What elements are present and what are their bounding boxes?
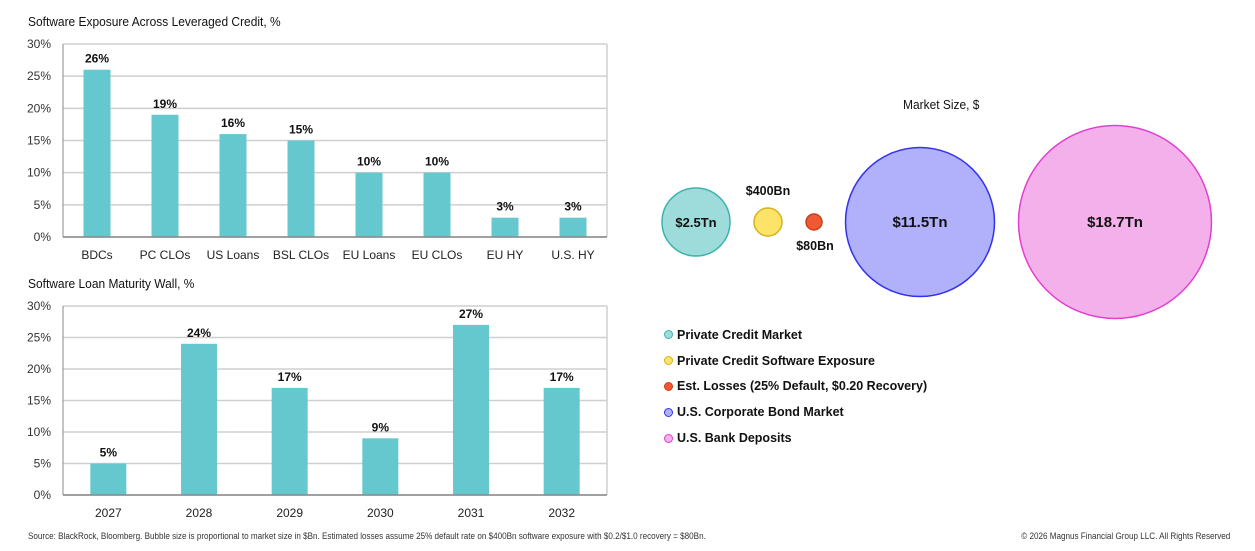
data-label: 5%: [100, 446, 118, 460]
data-label: 17%: [550, 370, 574, 384]
data-label: 27%: [459, 307, 483, 321]
bubble-5: [1017, 124, 1213, 320]
source-note: Source: BlackRock, Bloomberg. Bubble siz…: [28, 531, 706, 541]
x-tick-label: EU CLOs: [412, 248, 463, 262]
x-tick-label: 2029: [276, 506, 303, 520]
legend-swatch: [664, 381, 673, 391]
bar-2028: [181, 343, 217, 495]
x-tick-label: BDCs: [81, 248, 112, 262]
x-tick-label: 2027: [95, 506, 122, 520]
legend-label: Private Credit Market: [677, 327, 803, 342]
y-tick-label: 5%: [34, 198, 52, 212]
y-tick-label: 5%: [34, 457, 52, 471]
bar-2027: [90, 463, 127, 495]
x-tick-label: 2032: [548, 506, 575, 520]
data-label: 3%: [564, 200, 582, 214]
bar-eu-clos: [423, 172, 451, 237]
bar-2031: [453, 324, 489, 495]
legend-item: U.S. Corporate Bond Market: [664, 399, 927, 425]
legend-swatch: [664, 407, 673, 417]
chart2-title: Software Loan Maturity Wall, %: [28, 276, 195, 291]
legend-item: Private Credit Software Exposure: [664, 348, 927, 374]
bubble-1: [661, 187, 731, 257]
data-label: 10%: [357, 155, 381, 169]
legend-label: Private Credit Software Exposure: [677, 353, 875, 368]
bubble-label: $2.5Tn: [675, 215, 716, 230]
bubble-legend: Private Credit Market Private Credit Soft…: [664, 322, 927, 451]
y-tick-label: 20%: [27, 362, 51, 376]
y-tick-label: 0%: [34, 488, 52, 502]
copyright: © 2026 Magnus Financial Group LLC. All R…: [1020, 531, 1230, 541]
x-tick-label: BSL CLOs: [273, 248, 329, 262]
chart1-title: Software Exposure Across Leveraged Credi…: [28, 14, 281, 29]
bar-bsl-clos: [287, 140, 315, 237]
x-tick-label: 2028: [186, 506, 213, 520]
legend-label: Est. Losses (25% Default, $0.20 Recovery…: [677, 379, 928, 394]
bar-eu-hy: [491, 217, 519, 237]
y-tick-label: 10%: [27, 425, 51, 439]
x-tick-label: EU Loans: [343, 248, 396, 262]
y-tick-label: 25%: [27, 331, 51, 345]
bubble-4: [844, 146, 996, 298]
bubble-label: $400Bn: [746, 184, 790, 198]
y-tick-label: 15%: [27, 394, 51, 408]
data-label: 24%: [187, 326, 211, 340]
bubble-label: $80Bn: [796, 239, 834, 253]
x-tick-label: 2031: [458, 506, 485, 520]
legend-swatch: [664, 433, 673, 443]
bar-pc-clos: [151, 114, 179, 237]
bar-2032: [543, 387, 580, 495]
x-tick-label: PC CLOs: [140, 248, 191, 262]
legend-label: U.S. Bank Deposits: [677, 431, 792, 446]
data-label: 19%: [153, 97, 177, 111]
bubble-2: [753, 207, 783, 237]
bubble-3: [805, 213, 823, 231]
bar-2030: [362, 438, 399, 495]
y-tick-label: 20%: [27, 101, 51, 115]
data-label: 9%: [372, 420, 390, 434]
x-tick-label: 2030: [367, 506, 394, 520]
legend-label: U.S. Corporate Bond Market: [677, 405, 844, 420]
legend-swatch: [664, 356, 673, 366]
x-tick-label: U.S. HY: [551, 248, 594, 262]
bar-us-loans: [219, 134, 247, 237]
bar-u-s-hy: [559, 217, 587, 237]
legend-item: U.S. Bank Deposits: [664, 425, 927, 451]
bubble-chart-title: Market Size, $: [903, 97, 980, 112]
y-tick-label: 30%: [27, 37, 51, 51]
y-tick-label: 0%: [34, 230, 52, 244]
bubble-label: $11.5Tn: [892, 214, 947, 231]
y-tick-label: 30%: [27, 299, 51, 313]
x-tick-label: EU HY: [487, 248, 524, 262]
data-label: 17%: [278, 370, 302, 384]
legend-item: Est. Losses (25% Default, $0.20 Recovery…: [664, 374, 927, 400]
y-tick-label: 10%: [27, 166, 51, 180]
bar-eu-loans: [355, 172, 383, 237]
data-label: 3%: [496, 200, 514, 214]
data-label: 26%: [85, 52, 109, 66]
data-label: 16%: [221, 116, 245, 130]
data-label: 10%: [425, 155, 449, 169]
data-label: 15%: [289, 123, 313, 137]
legend-swatch: [664, 330, 673, 340]
x-tick-label: US Loans: [207, 248, 260, 262]
bar-2029: [271, 387, 308, 495]
legend-item: Private Credit Market: [664, 322, 927, 348]
bar-bdcs: [83, 69, 111, 237]
bubble-label: $18.7Tn: [1087, 214, 1143, 231]
y-tick-label: 15%: [27, 134, 51, 148]
y-tick-label: 25%: [27, 69, 51, 83]
